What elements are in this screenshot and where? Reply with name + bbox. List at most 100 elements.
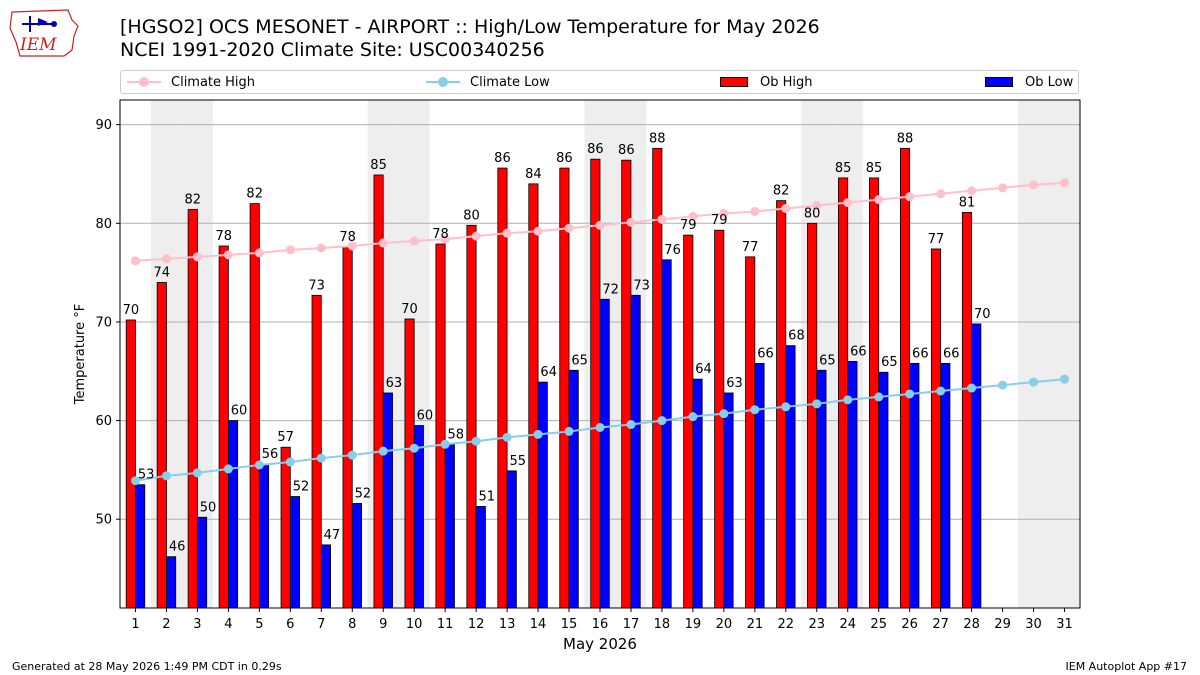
climate-low-point-13 <box>502 432 512 442</box>
climate-high-swatch <box>127 74 161 90</box>
ob-high-label-18: 88 <box>649 131 666 146</box>
x-tick-label-26: 26 <box>901 617 918 632</box>
ob-high-label-8: 78 <box>339 230 356 245</box>
ob-high-bar-5 <box>249 203 260 609</box>
climate-low-point-18 <box>657 416 667 426</box>
climate-high-point-31 <box>1060 178 1070 188</box>
weekend-shade-31 <box>1049 100 1080 608</box>
climate-high-point-8 <box>347 241 357 251</box>
ob-low-bar-14 <box>537 381 548 609</box>
x-tick-label-27: 27 <box>932 617 949 632</box>
x-tick-label-20: 20 <box>716 617 733 632</box>
ob-high-label-10: 70 <box>401 302 418 317</box>
ob-low-label-3: 50 <box>200 500 217 515</box>
ob-low-label-25: 65 <box>881 355 898 370</box>
climate-high-point-15 <box>564 223 574 233</box>
x-tick-label-23: 23 <box>809 617 826 632</box>
footer-app-text: IEM Autoplot App #17 <box>1065 660 1188 673</box>
x-tick-label-17: 17 <box>623 617 640 632</box>
ob-low-label-2: 46 <box>169 540 186 555</box>
climate-low-point-31 <box>1060 374 1070 384</box>
ob-high-bar-23 <box>807 222 818 609</box>
climate-low-point-27 <box>936 386 946 396</box>
climate-high-point-6 <box>285 245 295 255</box>
ob-low-label-28: 70 <box>974 307 991 322</box>
ob-low-bar-4 <box>227 420 239 609</box>
climate-low-point-26 <box>905 389 915 399</box>
ob-high-swatch <box>720 77 748 87</box>
legend-item-climate-high: Climate High <box>127 74 255 90</box>
x-tick-label-10: 10 <box>406 617 423 632</box>
climate-low-point-1 <box>130 476 140 486</box>
ob-high-label-2: 74 <box>154 265 171 280</box>
y-tick-label-50: 50 <box>95 513 112 528</box>
ob-high-bar-15 <box>559 167 570 609</box>
ob-high-label-20: 79 <box>711 213 728 228</box>
ob-low-bar-18 <box>661 259 672 609</box>
climate-low-point-8 <box>347 450 357 460</box>
x-tick-label-18: 18 <box>654 617 671 632</box>
ob-high-bar-28 <box>961 212 973 609</box>
ob-high-label-23: 80 <box>804 206 821 221</box>
ob-high-bar-1 <box>125 319 136 609</box>
ob-high-bar-20 <box>714 229 725 609</box>
legend-item-ob-high: Ob High <box>720 74 813 90</box>
x-tick-label-28: 28 <box>963 617 980 632</box>
ob-low-bar-27 <box>940 362 951 609</box>
x-tick-label-5: 5 <box>255 617 263 632</box>
y-tick-label-60: 60 <box>95 414 112 429</box>
ob-low-bar-5 <box>258 463 270 609</box>
climate-low-point-11 <box>440 439 450 449</box>
x-axis-label: May 2026 <box>563 635 637 653</box>
x-tick-label-9: 9 <box>379 617 387 632</box>
climate-low-point-14 <box>533 429 543 439</box>
ob-high-label-16: 86 <box>587 142 604 157</box>
climate-low-point-24 <box>843 395 853 405</box>
y-tick-label-90: 90 <box>95 118 112 133</box>
climate-high-point-2 <box>161 254 171 264</box>
climate-low-point-2 <box>161 471 171 481</box>
ob-low-bar-7 <box>320 544 331 609</box>
ob-low-bar-10 <box>413 425 424 609</box>
ob-low-label-4: 60 <box>231 404 248 419</box>
x-tick-label-30: 30 <box>1025 617 1042 632</box>
ob-high-bar-10 <box>404 318 415 609</box>
climate-low-point-3 <box>192 468 202 478</box>
ob-high-label-7: 73 <box>308 278 325 293</box>
iem-logo: IEM <box>8 6 80 60</box>
ob-low-bar-13 <box>506 470 517 609</box>
climate-high-point-9 <box>378 238 388 248</box>
ob-low-label-9: 63 <box>386 376 403 391</box>
ob-high-label-6: 57 <box>277 430 294 445</box>
climate-high-point-11 <box>440 234 450 244</box>
x-tick-label-25: 25 <box>870 617 887 632</box>
ob-high-label-12: 80 <box>463 208 480 223</box>
ob-low-label-24: 66 <box>850 344 867 359</box>
ob-high-bar-17 <box>621 159 632 609</box>
climate-low-point-5 <box>254 460 264 470</box>
ob-high-label-11: 78 <box>432 227 449 242</box>
ob-low-label-21: 66 <box>757 346 774 361</box>
y-tick-label-70: 70 <box>95 315 112 330</box>
ob-high-bar-21 <box>745 256 756 609</box>
climate-low-point-6 <box>285 457 295 467</box>
ob-low-label-1: 53 <box>138 468 155 483</box>
ob-high-bar-14 <box>528 183 539 609</box>
ob-high-label-14: 84 <box>525 167 542 182</box>
ob-low-bar-25 <box>878 371 889 609</box>
ob-high-label-15: 86 <box>556 151 573 166</box>
ob-low-label-18: 76 <box>664 243 681 258</box>
ob-low-swatch <box>985 77 1013 87</box>
climate-high-point-3 <box>192 252 202 262</box>
x-tick-label-19: 19 <box>685 617 702 632</box>
x-tick-label-11: 11 <box>437 617 454 632</box>
ob-high-bar-24 <box>838 177 849 609</box>
ob-low-bar-11 <box>444 443 455 609</box>
ob-high-label-19: 79 <box>680 218 697 233</box>
ob-high-bar-2 <box>156 282 167 609</box>
x-tick-label-22: 22 <box>778 617 795 632</box>
x-tick-label-1: 1 <box>131 617 139 632</box>
x-tick-label-13: 13 <box>499 617 516 632</box>
x-tick-label-8: 8 <box>348 617 356 632</box>
ob-low-label-27: 66 <box>943 346 960 361</box>
